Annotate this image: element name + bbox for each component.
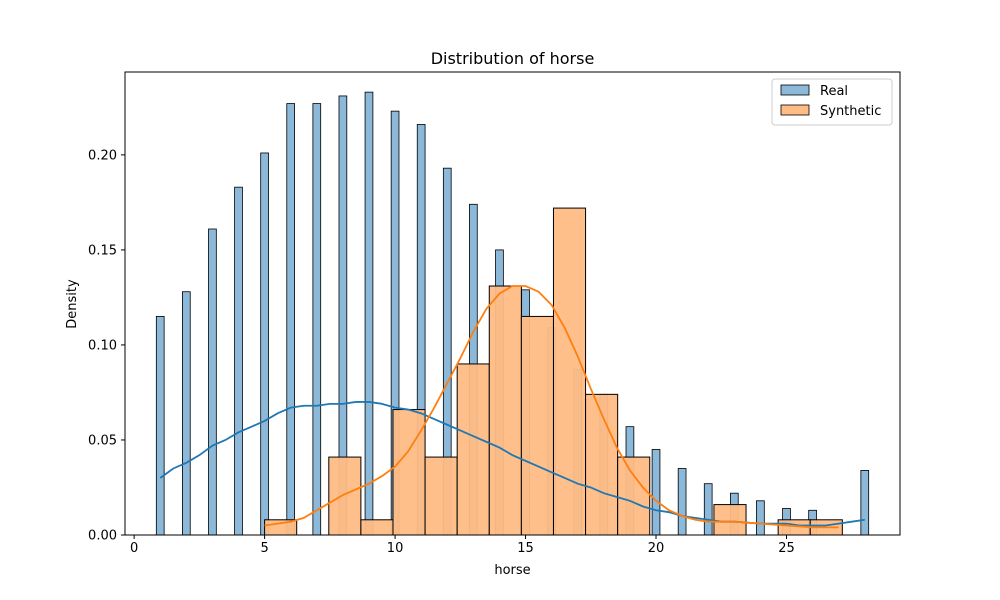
legend-swatch-real (780, 84, 810, 96)
axes: 0 5 10 15 20 25 0.00 0.05 0.10 0.15 0.20 (88, 71, 901, 556)
legend-swatch-synthetic (780, 104, 810, 116)
legend: Real Synthetic (771, 78, 893, 126)
x-tick-label: 10 (387, 541, 404, 556)
real-bar (756, 500, 765, 536)
y-axis-label: Density (65, 279, 80, 329)
real-bar (364, 91, 374, 536)
synthetic-bar (617, 456, 651, 536)
x-tick-label: 5 (260, 541, 268, 556)
real-bar (208, 228, 217, 536)
real-bar (286, 103, 296, 536)
synthetic-bar (392, 409, 426, 536)
y-tick-label: 0.10 (88, 338, 117, 353)
legend-label-real: Real (820, 84, 848, 99)
x-axis-label: horse (494, 563, 530, 578)
real-bar (182, 291, 191, 536)
real-bar (234, 186, 243, 536)
real-bar (860, 469, 870, 536)
synthetic-bar (488, 285, 522, 536)
synthetic-bar (360, 519, 394, 536)
chart-title: Distribution of horse (431, 49, 595, 68)
y-tick-label: 0.00 (88, 529, 117, 544)
plot-frame (124, 71, 901, 536)
legend-label-synthetic: Synthetic (820, 104, 881, 119)
synthetic-bar (520, 315, 554, 536)
real-bar (651, 449, 661, 536)
y-tick-label: 0.05 (88, 433, 117, 448)
synthetic-bar (585, 393, 619, 536)
x-tick-label: 25 (778, 541, 795, 556)
synthetic-bar (424, 456, 458, 536)
x-tick-label: 0 (130, 541, 138, 556)
kde-curves (159, 285, 865, 529)
real-bar (312, 103, 322, 536)
synthetic-bar (456, 363, 490, 536)
x-tick-label: 20 (648, 541, 665, 556)
synthetic-kde-line (264, 285, 839, 529)
y-tick-label: 0.15 (88, 243, 117, 258)
real-bar (155, 316, 165, 536)
y-tick-label: 0.20 (88, 148, 117, 163)
x-tick-label: 15 (517, 541, 534, 556)
synthetic-bar (713, 504, 747, 536)
synthetic-bar (328, 456, 362, 536)
synthetic-bar (552, 207, 587, 536)
real-bar (260, 152, 269, 536)
real-bar (703, 483, 713, 536)
real-bar (677, 468, 687, 536)
